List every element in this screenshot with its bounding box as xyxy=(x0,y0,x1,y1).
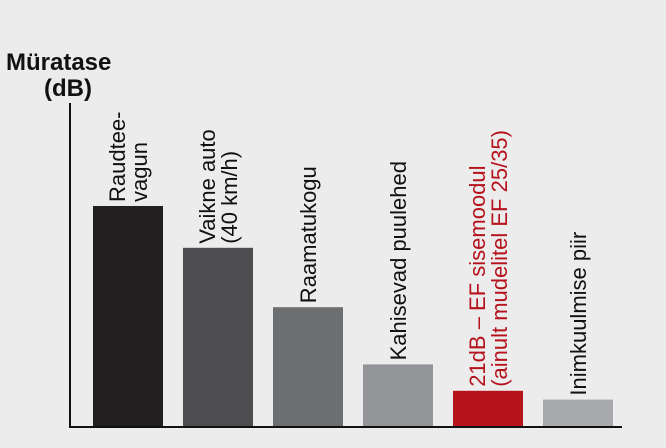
bar-label-4-line-0: 21dB – EF sisemoodul xyxy=(465,165,490,386)
bar-label-3-line-0: Kahisevad puulehed xyxy=(386,161,411,360)
bar-label-5-line-0: Inimkuulmise piir xyxy=(566,232,591,396)
bar-label-1-line-1: (40 km/h) xyxy=(217,151,242,244)
bar-label-0-line-0: Raudtee- xyxy=(105,111,130,202)
y-axis-title-line-2: (dB) xyxy=(44,75,92,102)
bar-5 xyxy=(543,399,613,426)
y-axis-title-line-1: Müratase xyxy=(6,49,111,76)
bar-label-1-line-0: Vaikne auto xyxy=(195,129,220,244)
bar-0 xyxy=(93,206,163,426)
bars-group: Raudtee-vagun Vaikne auto(40 km/h) Raamatu… xyxy=(93,111,613,426)
bar-3 xyxy=(363,364,433,426)
bar-label-2-line-0: Raamatukogu xyxy=(296,166,321,303)
bar-label-0-line-1: vagun xyxy=(127,142,152,202)
bar-4 xyxy=(453,390,523,426)
bar-label-4-line-1: (ainult mudelitel EF 25/35) xyxy=(487,130,512,387)
bar-1 xyxy=(183,247,253,426)
bar-2 xyxy=(273,307,343,426)
